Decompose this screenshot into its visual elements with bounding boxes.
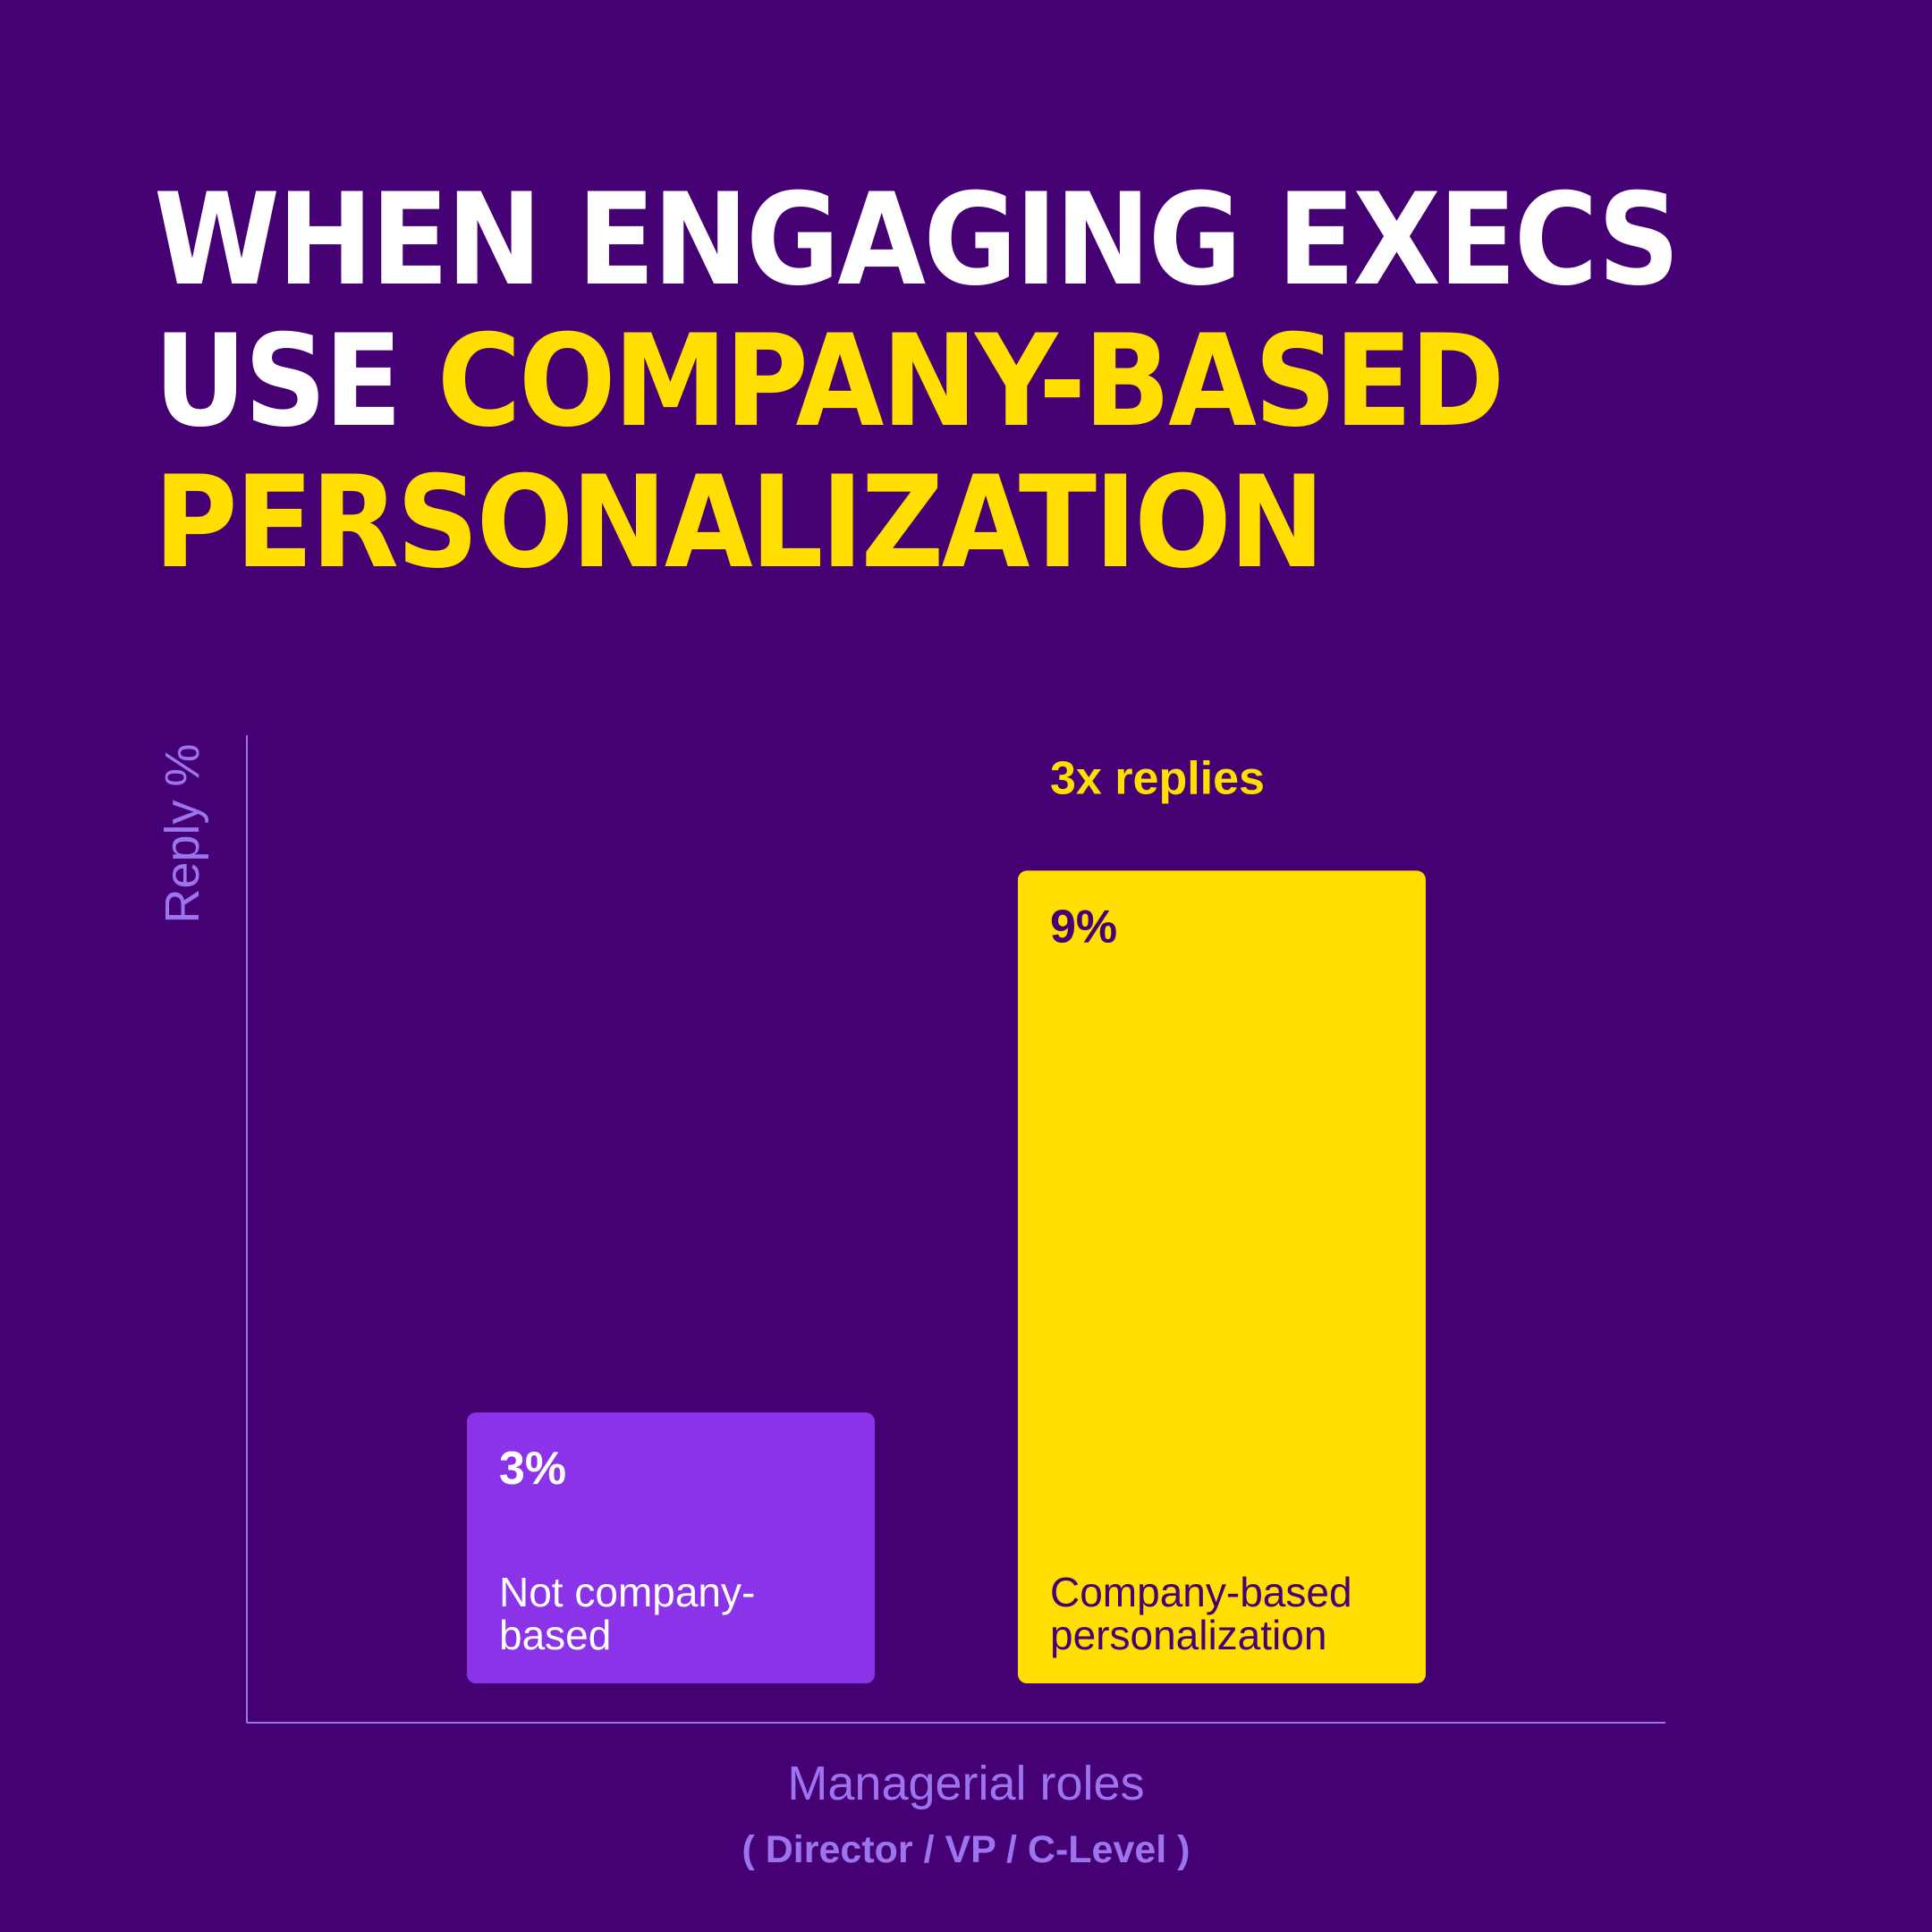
x-axis-label: Managerial roles bbox=[787, 1757, 1144, 1810]
x-axis-sublabel: ( Director / VP / C-Level ) bbox=[741, 1828, 1190, 1871]
bars-group: 3% Not company-based 9% Company-based person… bbox=[467, 752, 1426, 1683]
bar-annotation: 3x replies bbox=[1050, 752, 1265, 804]
title-line-3: PERSONALIZATION bbox=[154, 449, 1325, 597]
bar-2 bbox=[1018, 870, 1426, 1683]
y-axis-label: Reply % bbox=[156, 743, 209, 923]
bar-category-label-2: Company-based personalization bbox=[1050, 1569, 1352, 1658]
chart-title: WHEN ENGAGING EXECS USE COMPANY-BASED PE… bbox=[154, 166, 1680, 597]
bar-category-label-1: Not company-based bbox=[499, 1569, 755, 1658]
title-line-2-highlight: COMPANY-BASED bbox=[436, 308, 1505, 455]
title-line-1: WHEN ENGAGING EXECS bbox=[154, 166, 1680, 314]
title-line-2-prefix: USE bbox=[154, 308, 437, 455]
bar-value-label-2: 9% bbox=[1050, 901, 1117, 953]
bar-1 bbox=[467, 1412, 875, 1683]
title-line-2: USE COMPANY-BASED bbox=[154, 311, 1522, 453]
bar-value-label-1: 3% bbox=[499, 1443, 566, 1495]
